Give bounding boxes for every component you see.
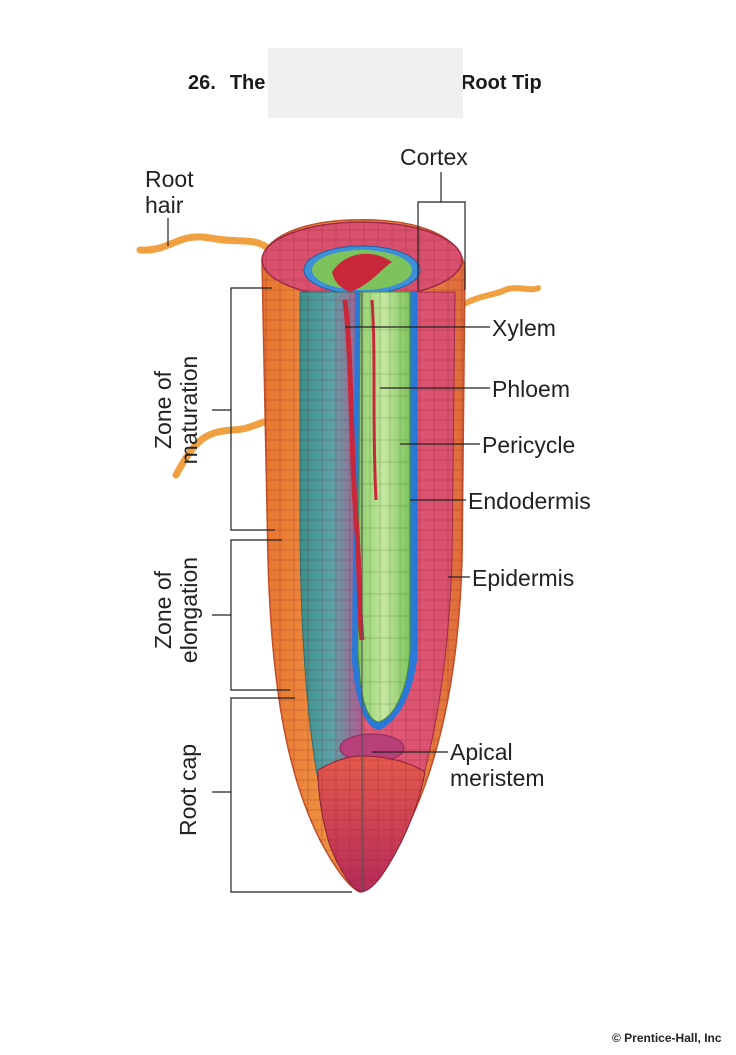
label-pericycle: Pericycle [482, 432, 576, 458]
root-hair-left-lower [172, 416, 276, 479]
xylem-strand-2 [370, 299, 378, 501]
zone-elongation-line2: elongation [176, 556, 202, 664]
label-phloem: Phloem [492, 376, 570, 402]
zone-maturation-line1: Zone of [150, 371, 176, 449]
title-number: 26. [188, 72, 216, 94]
label-root-hair-line2: hair [145, 192, 184, 218]
cross-section-xylem [332, 253, 392, 292]
stele-cells [358, 292, 410, 722]
root-hair-top-left [136, 233, 274, 254]
label-xylem: Xylem [492, 315, 556, 341]
label-apical-line2: meristem [450, 765, 545, 791]
root-hair-right [459, 285, 541, 308]
cortex-left-cells [300, 292, 362, 880]
label-epidermis: Epidermis [472, 565, 575, 591]
label-zone-maturation: Zone of maturation [150, 340, 202, 480]
root-cap-bracket [230, 697, 352, 893]
zone-elongation-line1: Zone of [150, 571, 176, 649]
title-background-panel [268, 48, 463, 118]
label-cortex: Cortex [400, 144, 468, 170]
xylem-strand [342, 299, 365, 641]
maturation-bracket [230, 287, 275, 531]
label-apical-line1: Apical [450, 739, 513, 765]
label-root-hair-line1: Root [145, 166, 194, 192]
label-endodermis: Endodermis [468, 488, 591, 514]
copyright-credit: © Prentice-Hall, Inc [612, 1031, 722, 1045]
label-zone-elongation: Zone of elongation [150, 545, 202, 675]
zone-maturation-line2: maturation [176, 355, 202, 465]
label-root-cap: Root cap [175, 743, 201, 837]
root-cap-cells [318, 756, 425, 892]
